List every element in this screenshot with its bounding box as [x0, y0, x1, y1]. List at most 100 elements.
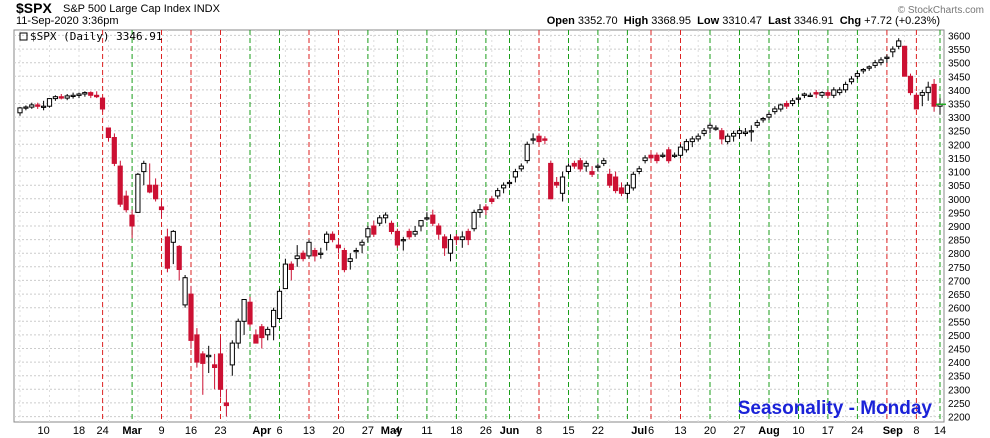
change-label: Chg: [839, 15, 862, 27]
candle: [294, 245, 300, 267]
candle: [536, 133, 542, 145]
candle-body: [465, 230, 471, 241]
y-tick-label: 3200: [948, 140, 971, 151]
candle: [713, 125, 719, 131]
candle: [105, 127, 112, 142]
candle: [164, 228, 171, 273]
high-label: High: [623, 15, 649, 27]
candle-body: [259, 326, 265, 339]
candle: [506, 179, 513, 188]
candle-body: [695, 135, 701, 140]
y-tick-label: 3350: [948, 100, 971, 111]
x-tick-label: 24: [96, 425, 108, 437]
candle: [347, 253, 353, 270]
candle: [76, 92, 82, 99]
candle-body: [247, 301, 253, 325]
candle-body: [483, 206, 489, 211]
candle-body: [742, 131, 748, 135]
candle: [601, 157, 607, 167]
candle-body: [182, 277, 188, 306]
candle-body: [907, 75, 914, 94]
candle: [636, 166, 642, 175]
chart-header: $SPX S&P 500 Large Cap Index INDX 11-Sep…: [0, 0, 990, 30]
candle-body: [46, 98, 53, 107]
y-tick-label: 3550: [948, 45, 971, 56]
candle: [82, 91, 88, 97]
candle-body: [288, 263, 294, 271]
candle: [223, 389, 230, 417]
x-tick-label: 27: [362, 425, 374, 437]
candle-body: [418, 220, 424, 227]
candle: [424, 212, 430, 221]
y-tick-label: 2550: [948, 317, 971, 328]
y-tick-label: 2800: [948, 249, 971, 260]
candle-body: [212, 364, 218, 368]
candle-body: [601, 160, 607, 164]
candle-body: [188, 293, 194, 341]
y-tick-label: 3250: [948, 127, 971, 138]
y-tick-label: 3150: [948, 154, 971, 165]
candle-body: [353, 250, 359, 253]
candle-body: [736, 130, 743, 134]
seasonality-annotation: Seasonality - Monday: [738, 398, 933, 419]
candle: [624, 182, 630, 199]
candle-body: [719, 130, 725, 140]
candle-body: [64, 95, 70, 99]
candle-body: [412, 230, 418, 235]
candle: [324, 231, 330, 251]
candle: [907, 73, 914, 96]
candle: [247, 296, 253, 327]
candle-body: [341, 250, 347, 271]
candle: [701, 128, 707, 137]
candle-body: [919, 92, 925, 96]
candle-body: [94, 94, 100, 98]
candle-body: [294, 255, 300, 260]
candle: [46, 98, 53, 108]
candle-body: [41, 105, 47, 108]
candles: [17, 38, 946, 417]
candle-body: [99, 97, 106, 110]
y-tick-label: 3600: [948, 31, 971, 42]
candle-body: [542, 138, 548, 141]
candle-body: [701, 130, 707, 134]
candle: [884, 54, 890, 63]
candle: [365, 226, 371, 243]
candle-body: [276, 290, 283, 319]
candle-body: [571, 162, 577, 167]
x-tick-label: 26: [480, 425, 492, 437]
candle: [548, 160, 554, 200]
candle: [559, 171, 566, 202]
candle: [300, 250, 306, 262]
candle: [542, 136, 548, 145]
x-tick-label: 11: [421, 425, 432, 437]
candle-body: [707, 124, 713, 129]
candle: [784, 100, 790, 109]
candle-body: [88, 92, 94, 96]
candle: [837, 87, 843, 96]
x-tick-label: Aug: [758, 425, 779, 437]
x-tick-label: 8: [536, 425, 542, 437]
candle: [229, 340, 235, 376]
candle: [672, 152, 678, 158]
x-tick-label: Jul: [631, 425, 647, 437]
x-tick-label: 6: [648, 425, 654, 437]
candle-body: [559, 176, 566, 194]
candle-body: [565, 165, 571, 173]
candle-body: [383, 214, 389, 219]
candle-body: [819, 92, 825, 96]
x-tick-label: 20: [332, 425, 344, 437]
candle: [88, 91, 94, 99]
candle-body: [506, 181, 513, 185]
x-tick-label: 6: [276, 425, 282, 437]
candle: [666, 147, 672, 164]
legend-swatch: [19, 32, 28, 41]
x-tick-label: May: [381, 425, 403, 437]
y-tick-label: 3450: [948, 72, 971, 83]
candle: [742, 128, 748, 137]
candle-body: [648, 154, 654, 159]
candle-body: [147, 184, 153, 193]
candle: [848, 76, 855, 85]
candle: [577, 157, 583, 172]
candle: [695, 133, 701, 142]
candle-body: [300, 252, 306, 260]
